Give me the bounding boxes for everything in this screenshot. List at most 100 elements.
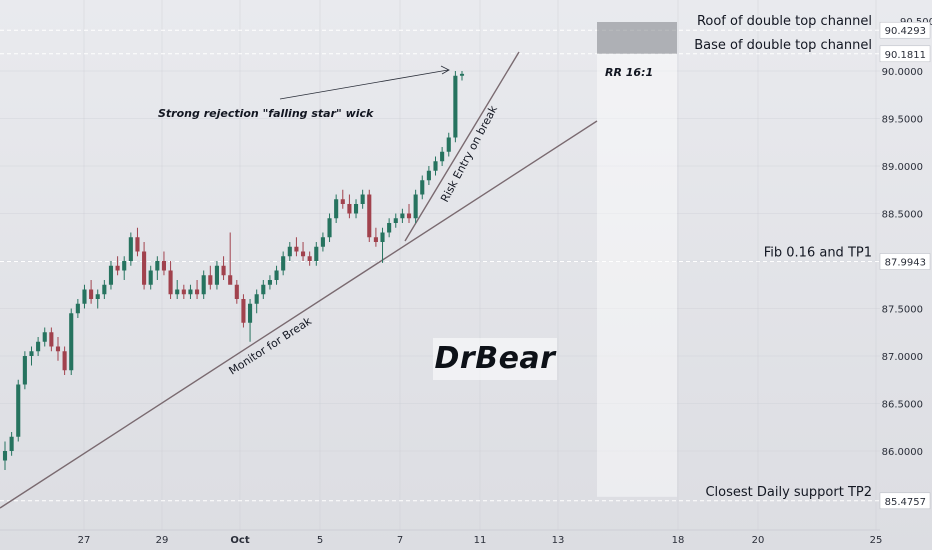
candle-body [155,261,160,271]
candle-body [300,251,306,257]
price-tick-label: 89.5000 [882,115,923,126]
candle-body [195,289,200,295]
candle-body [122,261,127,271]
candle-body [69,313,74,371]
candle-body [36,341,41,352]
time-tick-label: 18 [672,535,685,546]
time-tick-label: 11 [474,535,487,546]
candle-body [287,246,292,257]
candle-body [320,237,325,247]
candle-body [406,213,412,219]
candle-body [353,204,359,214]
time-axis: 27 29 Oct 5 7 11 13 18 20 25 [0,529,883,546]
candle-body [274,270,279,280]
candle-body [29,351,34,356]
candle-body [228,275,233,285]
candle-body [89,289,94,299]
price-tick-label: 89.0000 [882,162,923,173]
candle-body [188,289,193,295]
candles [2,71,465,470]
rejection-note: Strong rejection "falling star" wick [158,107,374,120]
time-tick-label: Oct [230,535,249,546]
level-name: Closest Daily support TP2 [705,485,872,500]
price-level-tag-label: 90.4293 [885,26,926,37]
candle-body [9,436,14,451]
candle-body [267,280,272,285]
price-tick-label: 86.5000 [882,400,923,411]
risk-reward-box: RR 16:1 [597,22,677,497]
candle-body [115,265,120,271]
candle-body [128,237,133,261]
candle-body [248,303,253,323]
candle-body [360,194,365,204]
candle-body [221,265,226,276]
candle-body [294,246,299,252]
price-level-tag [879,253,931,270]
price-tick-label: 86.0000 [882,447,923,458]
price-tick-label: 87.0000 [882,352,923,363]
candle-body [234,284,239,299]
price-level-tag [879,45,931,63]
candle-body [142,251,147,285]
candle-body [22,356,27,385]
time-tick-label: 13 [552,535,565,546]
price-level-tag-label: 85.4757 [885,497,926,508]
candle-body [314,246,319,261]
entry-trendline [404,51,520,242]
price-axis: 90.500090.000089.500089.000088.500088.00… [879,17,932,510]
candle-body [201,275,206,295]
candle-body [327,218,332,238]
candle-body [62,351,67,371]
candle-body [400,213,405,219]
candle-body [380,232,385,242]
candle-body [387,223,392,233]
time-tick-label: 29 [156,535,169,546]
candle-body [241,299,246,323]
watermark: DrBear [434,341,556,376]
candle-body [161,261,167,271]
time-tick-label: 25 [870,535,883,546]
level-lines: Roof of double top channel Base of double… [0,14,880,502]
candle-body [373,237,378,242]
candle-body [95,294,100,299]
risk-zone [597,22,677,54]
candle-body [393,218,398,223]
watermark-background [433,338,557,380]
candle-body [214,265,219,285]
candle-body [102,284,107,295]
candle-body [446,137,451,152]
level-name: Roof of double top channel [697,14,872,29]
candle-body [281,256,286,271]
candle-body [42,332,47,342]
reward-zone [597,53,677,497]
candle-body [254,294,259,304]
trendlines [0,51,598,509]
candle-body [426,170,431,181]
rejection-arrow [279,69,449,100]
price-tick-label: 90.0000 [882,67,923,78]
candle-body [459,73,465,76]
time-tick-label: 5 [317,535,323,546]
price-level-tag-label: 87.9943 [885,258,926,269]
level-name: Base of double top channel [694,38,872,53]
candle-body [413,194,418,219]
price-tick-label: 88.5000 [882,210,923,221]
candle-body [307,256,312,261]
candle-body [175,289,180,295]
monitor-trendline [0,120,598,509]
candle-body [420,180,425,195]
candle-body [208,275,213,285]
candle-body [168,270,173,295]
candle-body [181,289,186,295]
candle-body [347,204,352,214]
price-level-tag [879,492,931,510]
candle-body [75,303,80,314]
candle-body [453,75,458,138]
risk-reward-label: RR 16:1 [605,66,653,79]
candle-body [261,284,266,295]
candle-body [135,237,140,252]
price-tick-label: 87.5000 [882,305,923,316]
price-level-tag [879,21,931,39]
grid-lines [0,0,880,530]
